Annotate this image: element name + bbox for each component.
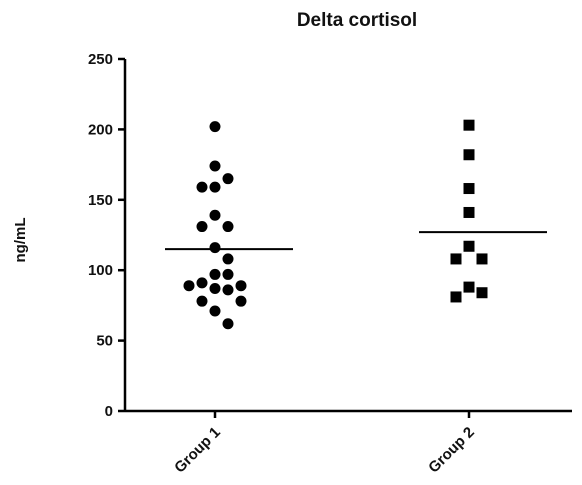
- y-axis-label: ng/mL: [12, 218, 29, 263]
- data-point-square: [476, 253, 488, 265]
- y-tick-label: 150: [88, 192, 113, 209]
- axes: [123, 59, 572, 413]
- y-ticks: 0 50 100 150 200 250: [88, 51, 125, 420]
- data-point-circle: [209, 305, 221, 317]
- data-point-circle: [209, 181, 221, 193]
- chart-title: Delta cortisol: [297, 10, 417, 31]
- x-category-label: Group 1: [171, 424, 224, 477]
- data-point-square: [463, 206, 475, 218]
- data-point-square: [476, 287, 488, 299]
- data-point-square: [463, 281, 475, 293]
- data-point-circle: [222, 173, 234, 185]
- data-point-circle: [235, 280, 247, 292]
- y-tick-label: 100: [88, 262, 113, 279]
- data-point-circle: [209, 242, 221, 254]
- x-category-label: Group 2: [425, 424, 478, 477]
- y-tick-label: 50: [96, 333, 113, 350]
- data-point-circle: [183, 280, 195, 292]
- data-point-circle: [196, 277, 208, 289]
- data-point-square: [463, 119, 475, 131]
- x-category-labels: Group 1 Group 2: [171, 411, 478, 476]
- data-point-circle: [209, 160, 221, 172]
- data-point-circle: [235, 295, 247, 307]
- y-tick-label: 250: [88, 51, 113, 68]
- y-tick-label: 200: [88, 121, 113, 138]
- data-point-square: [450, 291, 462, 303]
- data-point-circle: [196, 181, 208, 193]
- data-point-circle: [222, 284, 234, 296]
- data-point-square: [463, 149, 475, 161]
- data-points: [183, 119, 488, 330]
- data-point-circle: [222, 253, 234, 265]
- data-point-circle: [209, 121, 221, 133]
- data-point-circle: [222, 318, 234, 330]
- data-point-square: [450, 253, 462, 265]
- data-point-circle: [196, 295, 208, 307]
- data-point-circle: [222, 221, 234, 233]
- mean-lines: [165, 231, 547, 251]
- data-point-circle: [222, 268, 234, 280]
- data-point-circle: [209, 268, 221, 280]
- data-point-circle: [209, 283, 221, 295]
- data-point-square: [463, 183, 475, 195]
- data-point-circle: [209, 209, 221, 221]
- data-point-square: [463, 240, 475, 252]
- y-tick-label: 0: [105, 403, 113, 420]
- data-point-circle: [196, 221, 208, 233]
